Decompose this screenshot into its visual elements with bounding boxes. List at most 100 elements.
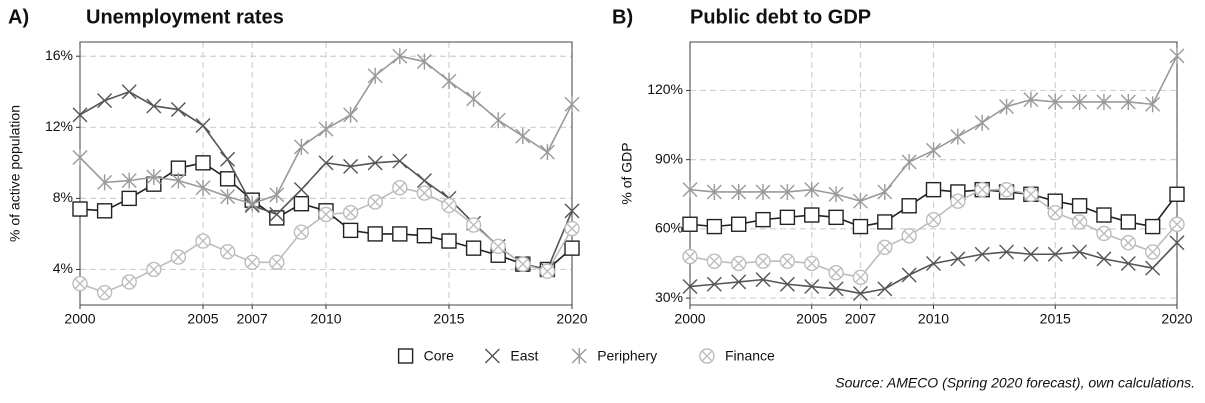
marker — [195, 118, 211, 134]
marker — [392, 48, 408, 65]
marker-shape — [1098, 227, 1110, 239]
marker — [1169, 235, 1185, 251]
marker — [318, 155, 334, 171]
x-tick-label: 2020 — [556, 311, 587, 327]
marker-shape — [220, 188, 236, 205]
panel-label: A) — [8, 6, 29, 28]
marker-shape — [197, 235, 209, 247]
marker — [779, 276, 795, 292]
marker — [96, 203, 113, 219]
marker-shape — [466, 90, 482, 107]
marker-shape — [121, 190, 137, 207]
marker — [1120, 255, 1136, 271]
marker — [219, 243, 236, 260]
marker — [367, 67, 383, 84]
marker — [950, 128, 966, 145]
marker — [72, 201, 88, 217]
legend-label: East — [510, 348, 538, 364]
marker — [926, 255, 941, 271]
marker — [852, 218, 869, 235]
marker-shape — [974, 246, 990, 262]
marker — [96, 284, 113, 301]
marker-shape — [121, 84, 137, 100]
marker — [441, 73, 457, 90]
marker-shape — [852, 285, 868, 301]
marker-shape — [731, 274, 747, 290]
marker-shape — [999, 244, 1015, 260]
marker-shape — [172, 251, 184, 263]
marker-shape — [293, 181, 309, 197]
marker — [1023, 91, 1039, 108]
marker — [974, 246, 990, 262]
marker — [828, 209, 844, 226]
x-tick-label: 2015 — [1040, 311, 1071, 327]
marker — [490, 112, 506, 129]
marker — [367, 194, 383, 210]
marker-shape — [539, 144, 555, 161]
y-tick-label: 12% — [45, 118, 73, 134]
marker — [852, 285, 868, 301]
chart-title: Unemployment rates — [86, 6, 284, 28]
marker-shape — [566, 223, 578, 235]
marker-shape — [343, 106, 359, 123]
marker-shape — [755, 183, 771, 200]
marker — [999, 244, 1015, 260]
marker-shape — [925, 181, 942, 198]
marker — [293, 181, 309, 197]
marker — [706, 253, 723, 269]
chart-title: Public debt to GDP — [690, 6, 871, 28]
marker-shape — [1001, 184, 1013, 196]
marker-shape — [1120, 214, 1137, 230]
marker-shape — [879, 241, 891, 253]
marker — [1120, 235, 1137, 251]
marker-shape — [571, 348, 587, 364]
marker-shape — [804, 207, 820, 223]
marker — [269, 254, 285, 271]
marker — [195, 155, 211, 171]
source-note: Source: AMECO (Spring 2020 forecast), ow… — [835, 375, 1195, 391]
marker-shape — [416, 227, 433, 244]
marker — [97, 93, 113, 109]
legend-marker — [484, 348, 500, 364]
marker-shape — [318, 155, 334, 171]
legend-label: Periphery — [597, 348, 657, 364]
marker-shape — [806, 257, 818, 269]
x-tick-label: 2000 — [674, 311, 705, 327]
marker-shape — [1074, 216, 1086, 228]
marker-shape — [269, 186, 285, 203]
marker — [852, 269, 869, 286]
marker — [564, 203, 580, 219]
marker-shape — [804, 181, 820, 198]
marker-shape — [345, 207, 357, 219]
marker-shape — [72, 107, 88, 123]
marker-shape — [293, 196, 310, 212]
marker — [731, 255, 747, 272]
marker — [1169, 47, 1185, 64]
marker-shape — [1049, 207, 1061, 219]
marker-shape — [1169, 47, 1185, 64]
marker-shape — [418, 187, 430, 199]
marker — [72, 275, 88, 292]
marker-shape — [854, 271, 866, 283]
marker — [392, 226, 408, 242]
marker — [416, 173, 432, 189]
marker-shape — [877, 183, 893, 200]
marker — [441, 197, 457, 214]
marker — [974, 114, 990, 131]
marker — [146, 98, 162, 114]
marker-shape — [901, 267, 917, 283]
marker-shape — [465, 240, 482, 256]
marker — [195, 179, 211, 196]
x-tick-label: 2005 — [187, 311, 218, 327]
marker-shape — [1120, 255, 1136, 271]
marker — [318, 206, 334, 223]
marker-shape — [828, 281, 844, 297]
marker — [367, 155, 383, 171]
marker-shape — [1096, 251, 1112, 267]
marker-shape — [295, 226, 307, 238]
marker — [1047, 205, 1063, 221]
marker-shape — [852, 193, 868, 210]
marker — [220, 188, 236, 205]
marker — [269, 206, 285, 222]
marker — [1169, 186, 1185, 202]
